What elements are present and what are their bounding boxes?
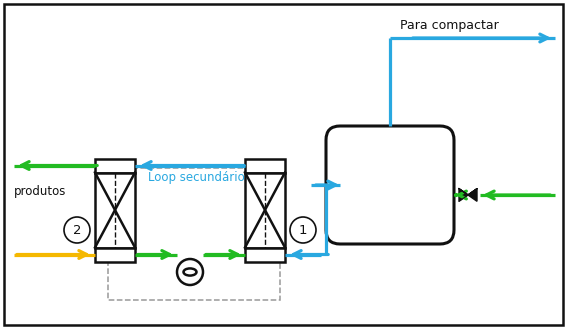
Bar — [95, 172, 135, 247]
Bar — [95, 247, 135, 262]
Bar — [245, 247, 285, 262]
Text: Para compactar: Para compactar — [400, 19, 499, 32]
FancyBboxPatch shape — [326, 126, 454, 244]
Text: 2: 2 — [73, 223, 81, 237]
Text: 1: 1 — [299, 223, 307, 237]
Circle shape — [64, 217, 90, 243]
Polygon shape — [459, 189, 468, 201]
Ellipse shape — [184, 268, 197, 276]
Bar — [95, 159, 135, 172]
Text: produtos: produtos — [14, 186, 66, 198]
Circle shape — [290, 217, 316, 243]
Bar — [245, 172, 285, 247]
Text: Loop secundário: Loop secundário — [148, 171, 245, 185]
Circle shape — [177, 259, 203, 285]
Polygon shape — [468, 189, 477, 201]
Bar — [245, 159, 285, 172]
Bar — [108, 168, 280, 300]
